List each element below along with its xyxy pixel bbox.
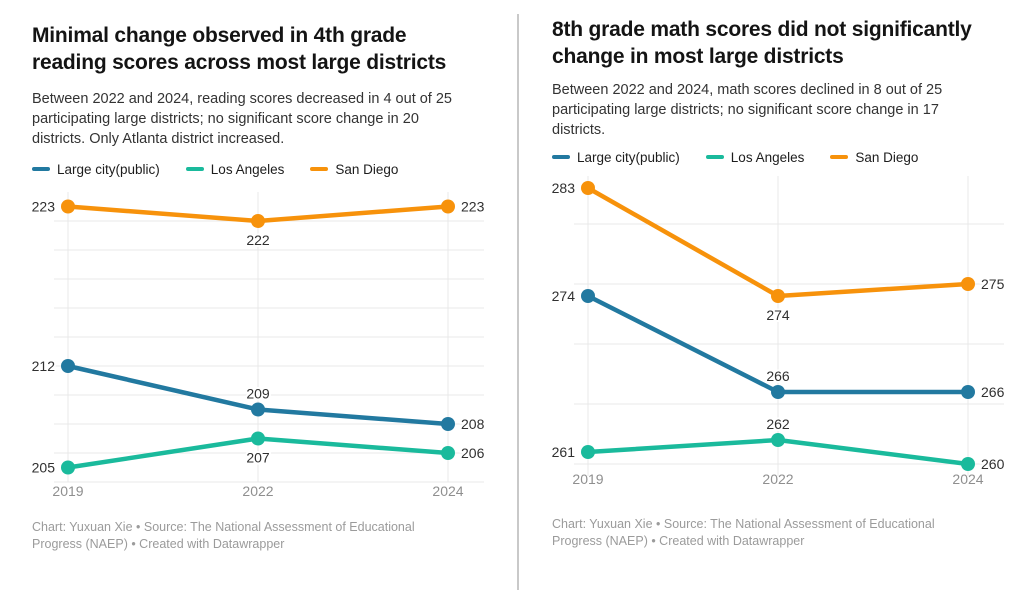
data-point-large-city-public-2019[interactable] <box>61 359 75 373</box>
legend-label: San Diego <box>335 161 399 177</box>
data-label: 266 <box>766 368 790 384</box>
data-point-los-angeles-2019[interactable] <box>581 445 595 459</box>
legend: Large city(public) Los Angeles San Diego <box>552 148 1014 166</box>
chart-footer: Chart: Yuxuan Xie • Source: The National… <box>32 520 415 551</box>
data-label: 260 <box>981 456 1005 472</box>
legend-item-large-city-public: Large city(public) <box>552 150 680 165</box>
legend-label: Large city(public) <box>577 149 680 165</box>
x-axis-label: 2022 <box>242 483 273 499</box>
data-point-los-angeles-2022[interactable] <box>251 431 265 446</box>
data-point-large-city-public-2019[interactable] <box>581 289 595 303</box>
legend-label: Large city(public) <box>57 161 160 177</box>
legend-swatch <box>310 166 329 172</box>
data-point-los-angeles-2024[interactable] <box>961 457 975 471</box>
legend-label: Los Angeles <box>730 149 805 165</box>
chart-title: Minimal change observed in 4th grade rea… <box>32 24 447 74</box>
data-label: 223 <box>461 199 485 215</box>
data-label: 209 <box>246 386 270 402</box>
data-point-large-city-public-2022[interactable] <box>771 385 785 399</box>
legend-swatch <box>185 166 204 172</box>
chart-subtitle: Between 2022 and 2024, reading scores de… <box>32 91 452 147</box>
data-label: 206 <box>461 445 485 461</box>
x-axis-label: 2019 <box>572 471 603 487</box>
legend-item-san-diego: San Diego <box>830 150 918 165</box>
line-chart-math: 274 266 266 261 262 260 283 274 275 2019 2022 2024 <box>552 176 1007 487</box>
chart-footer: Chart: Yuxuan Xie • Source: The National… <box>552 517 935 548</box>
panel-divider <box>517 14 519 590</box>
chart-subtitle: Between 2022 and 2024, math scores decli… <box>552 82 943 138</box>
line-chart-reading: 212 209 208 205 207 206 223 222 223 2019 2022 2024 <box>32 192 487 499</box>
data-label: 205 <box>32 460 55 476</box>
data-point-san-diego-2022[interactable] <box>251 214 265 228</box>
data-point-san-diego-2019[interactable] <box>61 199 75 214</box>
data-label: 266 <box>981 384 1005 400</box>
data-point-los-angeles-2024[interactable] <box>441 446 455 460</box>
data-point-los-angeles-2019[interactable] <box>61 460 75 475</box>
data-label: 222 <box>246 232 270 248</box>
data-label: 274 <box>552 288 575 304</box>
data-point-los-angeles-2022[interactable] <box>771 433 785 447</box>
data-point-large-city-public-2022[interactable] <box>251 402 265 417</box>
data-point-san-diego-2022[interactable] <box>771 289 785 303</box>
legend-swatch <box>32 166 50 172</box>
legend-item-los-angeles: Los Angeles <box>705 149 805 165</box>
x-axis-label: 2024 <box>952 471 983 487</box>
x-axis-label: 2022 <box>762 471 793 487</box>
data-point-san-diego-2019[interactable] <box>581 181 595 195</box>
legend-label: Los Angeles <box>210 161 285 177</box>
legend-swatch <box>552 154 570 160</box>
data-label: 212 <box>32 358 55 374</box>
data-label: 208 <box>461 416 485 432</box>
legend-item-los-angeles: Los Angeles <box>185 161 285 177</box>
data-label: 274 <box>766 307 790 323</box>
data-point-san-diego-2024[interactable] <box>961 277 975 291</box>
legend-swatch <box>830 154 849 160</box>
data-label: 261 <box>552 444 575 460</box>
data-point-san-diego-2024[interactable] <box>441 199 455 214</box>
chart-title: 8th grade math scores did not significan… <box>552 18 972 68</box>
x-axis-label: 2024 <box>432 483 463 499</box>
data-label: 262 <box>766 416 790 432</box>
data-point-large-city-public-2024[interactable] <box>961 385 975 399</box>
x-axis-label: 2019 <box>52 483 83 499</box>
data-label: 283 <box>552 180 575 196</box>
legend-label: San Diego <box>855 149 919 165</box>
math-chart-panel: 8th grade math scores did not significan… <box>552 16 1014 550</box>
data-label: 207 <box>246 450 270 466</box>
data-point-large-city-public-2024[interactable] <box>441 417 455 431</box>
legend: Large city(public) Los Angeles San Diego <box>32 160 494 178</box>
data-label: 223 <box>32 199 55 215</box>
legend-item-san-diego: San Diego <box>310 162 398 177</box>
reading-chart-panel: Minimal change observed in 4th grade rea… <box>32 22 494 553</box>
legend-swatch <box>705 154 724 160</box>
data-label: 275 <box>981 276 1005 292</box>
legend-item-large-city-public: Large city(public) <box>32 162 160 177</box>
